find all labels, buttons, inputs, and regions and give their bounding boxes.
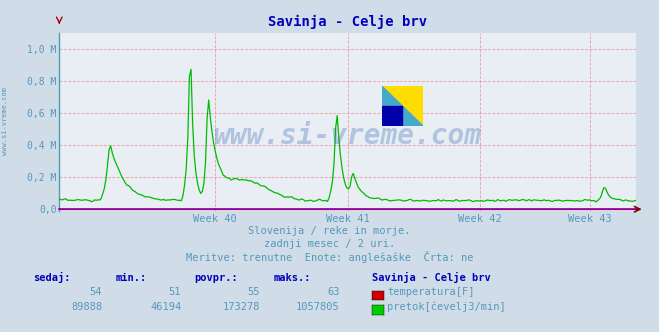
Text: Meritve: trenutne  Enote: anglešaške  Črta: ne: Meritve: trenutne Enote: anglešaške Črta…: [186, 251, 473, 263]
Text: temperatura[F]: temperatura[F]: [387, 288, 475, 297]
Text: www.si-vreme.com: www.si-vreme.com: [2, 87, 9, 155]
Text: min.:: min.:: [115, 273, 146, 283]
Polygon shape: [382, 86, 422, 125]
Text: 46194: 46194: [150, 302, 181, 312]
Text: Savinja - Celje brv: Savinja - Celje brv: [372, 272, 491, 283]
Text: 89888: 89888: [71, 302, 102, 312]
Title: Savinja - Celje brv: Savinja - Celje brv: [268, 15, 427, 29]
Bar: [382, 106, 403, 125]
Text: pretok[čevelj3/min]: pretok[čevelj3/min]: [387, 302, 506, 312]
Text: povpr.:: povpr.:: [194, 273, 238, 283]
Text: 1057805: 1057805: [296, 302, 339, 312]
Text: 173278: 173278: [223, 302, 260, 312]
Text: Slovenija / reke in morje.: Slovenija / reke in morje.: [248, 226, 411, 236]
Text: 63: 63: [327, 288, 339, 297]
Text: www.si-vreme.com: www.si-vreme.com: [214, 122, 482, 150]
Text: zadnji mesec / 2 uri.: zadnji mesec / 2 uri.: [264, 239, 395, 249]
Text: 55: 55: [248, 288, 260, 297]
Text: 54: 54: [90, 288, 102, 297]
Text: 51: 51: [169, 288, 181, 297]
Polygon shape: [382, 86, 422, 125]
Text: maks.:: maks.:: [273, 273, 311, 283]
Text: sedaj:: sedaj:: [33, 272, 71, 283]
